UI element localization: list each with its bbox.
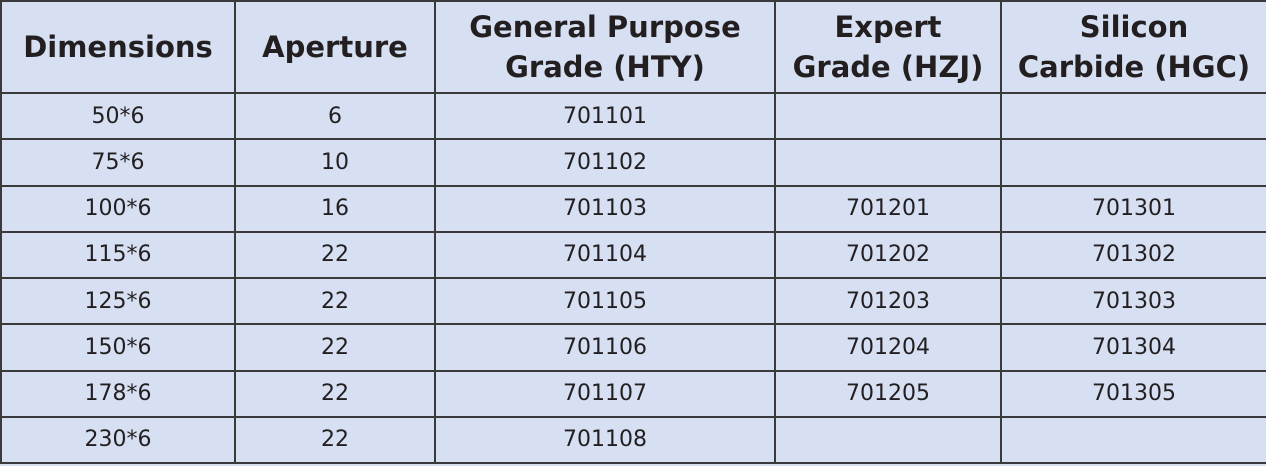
- header-cell: General Purpose Grade (HTY): [434, 0, 776, 94]
- table-cell: [774, 415, 1002, 465]
- table-cell: 50*6: [0, 91, 236, 141]
- table-cell: 701202: [774, 230, 1002, 280]
- table-cell: 701302: [1000, 230, 1266, 280]
- table-cell: 16: [234, 184, 436, 233]
- table-cell: [774, 91, 1002, 141]
- table-cell: 701105: [434, 276, 776, 326]
- header-line: Aperture: [262, 30, 408, 64]
- header-line: Grade (HZJ): [792, 50, 984, 84]
- header-cell: Aperture: [234, 0, 436, 94]
- table-cell: 701101: [434, 91, 776, 141]
- table-row: 230*6 22 701108: [0, 415, 1266, 465]
- table-row: 115*6 22 701104 701202 701302: [0, 230, 1266, 280]
- table-cell: 22: [234, 415, 436, 465]
- table-cell: 701108: [434, 415, 776, 465]
- table-cell: 100*6: [0, 184, 236, 233]
- header-line: Expert: [834, 10, 942, 44]
- table-row: 178*6 22 701107 701205 701305: [0, 369, 1266, 418]
- header-cell: Silicon Carbide (HGC): [1000, 0, 1266, 94]
- table-cell: 701301: [1000, 184, 1266, 233]
- table-row: 100*6 16 701103 701201 701301: [0, 184, 1266, 233]
- table-cell: [774, 138, 1002, 187]
- table-cell: 701203: [774, 276, 1002, 326]
- table-cell: 125*6: [0, 276, 236, 326]
- table-cell: 230*6: [0, 415, 236, 465]
- header-row: Dimensions Aperture General Purpose Grade (…: [0, 0, 1266, 94]
- table-cell: 701201: [774, 184, 1002, 233]
- table-body: 50*6 6 701101 75*6 10 701102 100*6 16 701103 7012…: [0, 91, 1266, 465]
- table-row: 75*6 10 701102: [0, 138, 1266, 187]
- table-cell: 22: [234, 323, 436, 372]
- table-cell: 701205: [774, 369, 1002, 418]
- table-cell: 22: [234, 369, 436, 418]
- header-line: General Purpose: [469, 10, 741, 44]
- table-cell: 701204: [774, 323, 1002, 372]
- table-row: 50*6 6 701101: [0, 91, 1266, 141]
- table-cell: 701305: [1000, 369, 1266, 418]
- table-cell: 701107: [434, 369, 776, 418]
- table-cell: [1000, 138, 1266, 187]
- table-cell: 701102: [434, 138, 776, 187]
- header-line: Grade (HTY): [505, 50, 705, 84]
- table-cell: [1000, 91, 1266, 141]
- table-row: 150*6 22 701106 701204 701304: [0, 323, 1266, 372]
- table-cell: 22: [234, 276, 436, 326]
- header-cell: Expert Grade (HZJ): [774, 0, 1002, 94]
- header-line: Dimensions: [23, 30, 213, 64]
- table-cell: 75*6: [0, 138, 236, 187]
- table-cell: 115*6: [0, 230, 236, 280]
- table-cell: 150*6: [0, 323, 236, 372]
- table-cell: 10: [234, 138, 436, 187]
- table-cell: 178*6: [0, 369, 236, 418]
- table-cell: 701106: [434, 323, 776, 372]
- table-cell: 6: [234, 91, 436, 141]
- header-cell: Dimensions: [0, 0, 236, 94]
- table-row: 125*6 22 701105 701203 701303: [0, 276, 1266, 326]
- table-cell: 701304: [1000, 323, 1266, 372]
- header-line: Silicon: [1079, 10, 1189, 44]
- table-cell: 701104: [434, 230, 776, 280]
- table-cell: 701303: [1000, 276, 1266, 326]
- table-cell: 701103: [434, 184, 776, 233]
- table-cell: [1000, 415, 1266, 465]
- table-cell: 22: [234, 230, 436, 280]
- header-line: Carbide (HGC): [1017, 50, 1251, 84]
